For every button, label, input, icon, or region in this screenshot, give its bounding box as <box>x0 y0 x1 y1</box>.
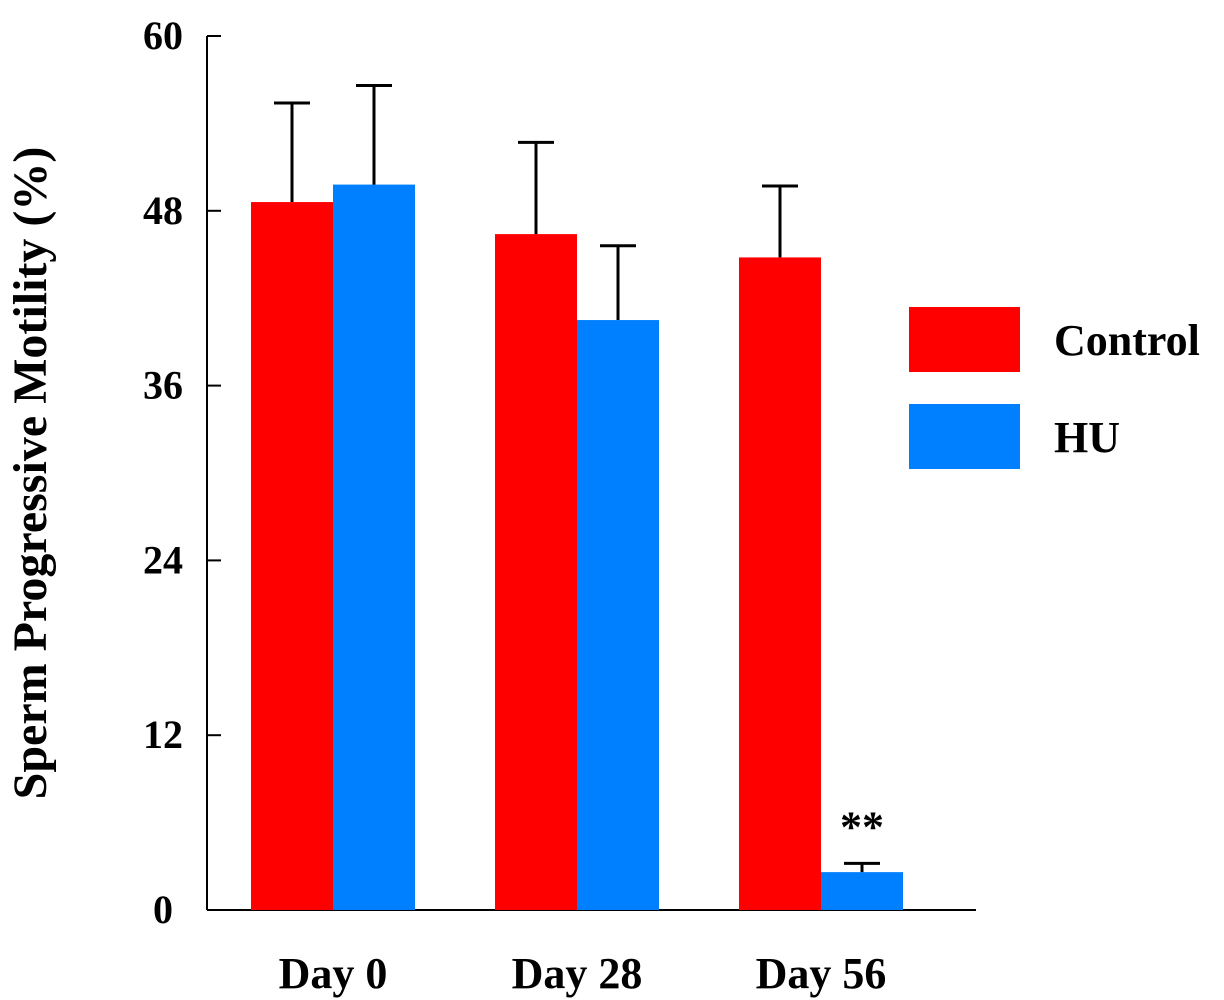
bar-control-day-28 <box>495 234 577 910</box>
bar-hu-day-28 <box>577 320 659 910</box>
y-tick-label: 12 <box>143 712 183 757</box>
error-bars <box>274 84 880 873</box>
bar-hu-day-56 <box>821 872 903 910</box>
x-axis-category-labels: Day 0 Day 28 Day 56 <box>279 949 887 998</box>
legend-swatch-hu <box>909 404 1020 469</box>
y-axis-title: Sperm Progressive Motility (%) <box>4 147 57 800</box>
x-category-label: Day 0 <box>279 949 388 998</box>
y-tick-label: 48 <box>143 188 183 233</box>
y-tick-label: 60 <box>143 13 183 58</box>
y-tick-label: 24 <box>143 537 183 582</box>
legend-label-control: Control <box>1054 316 1200 365</box>
bar-control-day-56 <box>739 257 821 910</box>
y-axis-ticks: 0 12 24 36 48 60 <box>143 13 221 932</box>
bar-hu-day-0 <box>333 184 415 910</box>
annotations: ** <box>840 802 884 851</box>
x-category-label: Day 56 <box>756 949 887 998</box>
x-category-label: Day 28 <box>512 949 643 998</box>
bar-control-day-0 <box>251 202 333 910</box>
legend-swatch-control <box>909 307 1020 372</box>
y-tick-label: 36 <box>143 363 183 408</box>
y-tick-label: 0 <box>153 887 173 932</box>
legend: Control HU <box>909 307 1200 469</box>
legend-label-hu: HU <box>1054 413 1120 462</box>
bar-series <box>251 184 903 910</box>
significance-marker: ** <box>840 802 884 851</box>
